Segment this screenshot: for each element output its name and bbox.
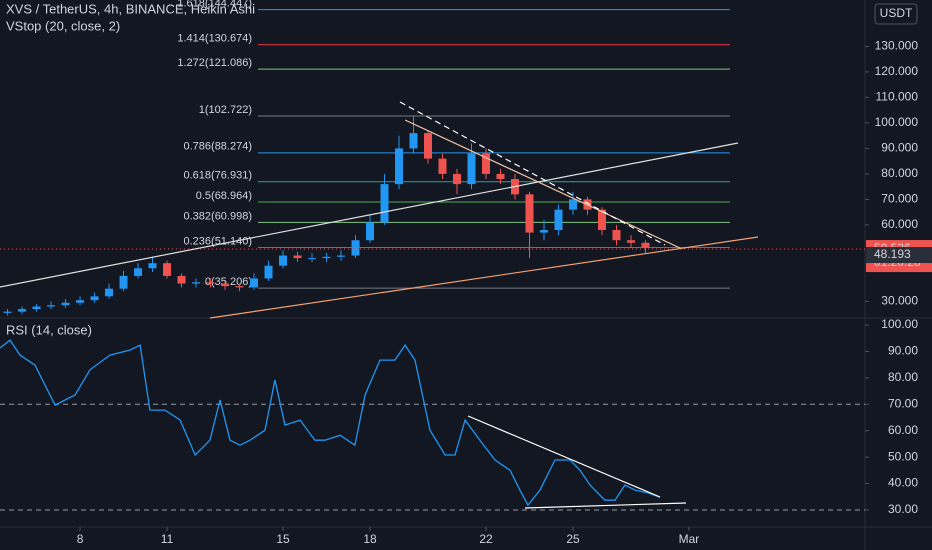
fib-label: 0.786(88.274)	[184, 141, 253, 153]
candle-body	[496, 173, 505, 180]
candle-body	[279, 255, 288, 266]
trend-line	[0, 142, 739, 288]
rsi-title: RSI (14, close)	[6, 322, 92, 337]
candle-body	[467, 153, 476, 185]
candle-body	[395, 148, 404, 185]
candle-body	[47, 305, 56, 307]
fib-label: 0(35.206)	[205, 276, 252, 288]
candle-body	[105, 288, 114, 297]
currency-button[interactable]	[874, 3, 918, 25]
fib-label: 0.382(60.998)	[184, 210, 253, 222]
fib-label: 1.272(121.086)	[177, 57, 252, 69]
indicator-title: VStop (20, close, 2)	[6, 18, 120, 33]
trend-line-dashed	[399, 101, 666, 246]
candle-body	[366, 222, 375, 241]
x-tick-label: 8	[77, 532, 84, 546]
x-tick-label: 15	[276, 532, 290, 546]
x-tick-label: Mar	[679, 532, 700, 546]
y-tick-label: 80.00	[888, 370, 918, 384]
chart-title: XVS / TetherUS, 4h, BINANCE, Heikin Ashi	[6, 1, 255, 16]
candle-body	[293, 255, 302, 259]
candle-body	[264, 265, 273, 279]
candle-body	[61, 302, 70, 306]
y-tick-label: 130.000	[875, 39, 919, 53]
candle-body	[322, 256, 331, 259]
currency-label: USDT	[880, 6, 913, 20]
fib-label: 0.618(76.931)	[184, 170, 253, 182]
candle-body	[90, 296, 99, 301]
candle-body	[308, 258, 317, 260]
candle-body	[119, 275, 128, 289]
y-tick-label: 30.00	[888, 502, 918, 516]
y-tick-label: 50.00	[888, 449, 918, 463]
y-tick-label: 90.000	[881, 141, 918, 155]
x-tick-label: 11	[161, 532, 174, 546]
rsi-line	[0, 339, 661, 507]
candle-body	[380, 184, 389, 223]
candle-body	[409, 133, 418, 149]
y-tick-label: 110.000	[876, 90, 919, 104]
candle-body	[32, 306, 41, 310]
stop-label: 48.193	[874, 247, 911, 261]
y-tick-label: 90.00	[888, 344, 918, 358]
stop-tag	[866, 247, 932, 264]
candle-body	[525, 194, 534, 233]
candle-body	[76, 300, 85, 303]
fib-label: 0.236(51.140)	[184, 235, 253, 247]
candle-body	[612, 230, 621, 241]
candle-body	[134, 268, 143, 276]
x-tick-label: 25	[566, 532, 580, 546]
candle-body	[221, 283, 230, 287]
y-tick-label: 70.000	[881, 192, 918, 206]
candle-body	[539, 230, 548, 233]
candle-body	[250, 278, 259, 288]
candle-body	[163, 263, 172, 276]
y-tick-label: 40.00	[888, 476, 918, 490]
candle-body	[482, 153, 491, 174]
candle-body	[641, 242, 650, 248]
y-tick-label: 30.000	[881, 294, 918, 308]
candle-body	[597, 209, 606, 231]
candle-body	[3, 311, 12, 313]
fib-label: 1.414(130.674)	[177, 33, 252, 45]
candle-body	[351, 240, 360, 256]
trend-line	[209, 236, 759, 319]
y-tick-label: 100.00	[881, 317, 918, 331]
y-tick-label: 120.000	[875, 64, 919, 78]
rsi-trend-line	[467, 415, 661, 498]
y-tick-label: 70.00	[888, 396, 918, 410]
x-tick-label: 22	[479, 532, 493, 546]
candle-body	[453, 173, 462, 185]
y-tick-label: 100.000	[875, 115, 919, 129]
candle-body	[438, 158, 447, 174]
candle-body	[424, 133, 433, 159]
candle-body	[626, 240, 635, 243]
candle-body	[206, 282, 215, 284]
y-tick-label: 80.000	[881, 166, 918, 180]
candle-body	[554, 209, 563, 231]
candle-body	[177, 275, 186, 284]
fib-label: 1.618(144.447)	[177, 0, 252, 9]
candle-body	[18, 309, 27, 312]
candle-body	[568, 199, 577, 210]
rsi-trend-line	[524, 502, 687, 509]
candle-body	[337, 255, 346, 257]
candle-body	[192, 282, 201, 284]
y-tick-label: 60.00	[888, 423, 918, 437]
candle-body	[148, 263, 157, 269]
trend-line	[404, 119, 681, 249]
fib-label: 0.5(68.964)	[196, 190, 252, 202]
x-tick-label: 18	[363, 532, 377, 546]
y-tick-label: 60.000	[881, 217, 918, 231]
candle-body	[235, 286, 244, 288]
fib-label: 1(102.722)	[199, 104, 252, 116]
